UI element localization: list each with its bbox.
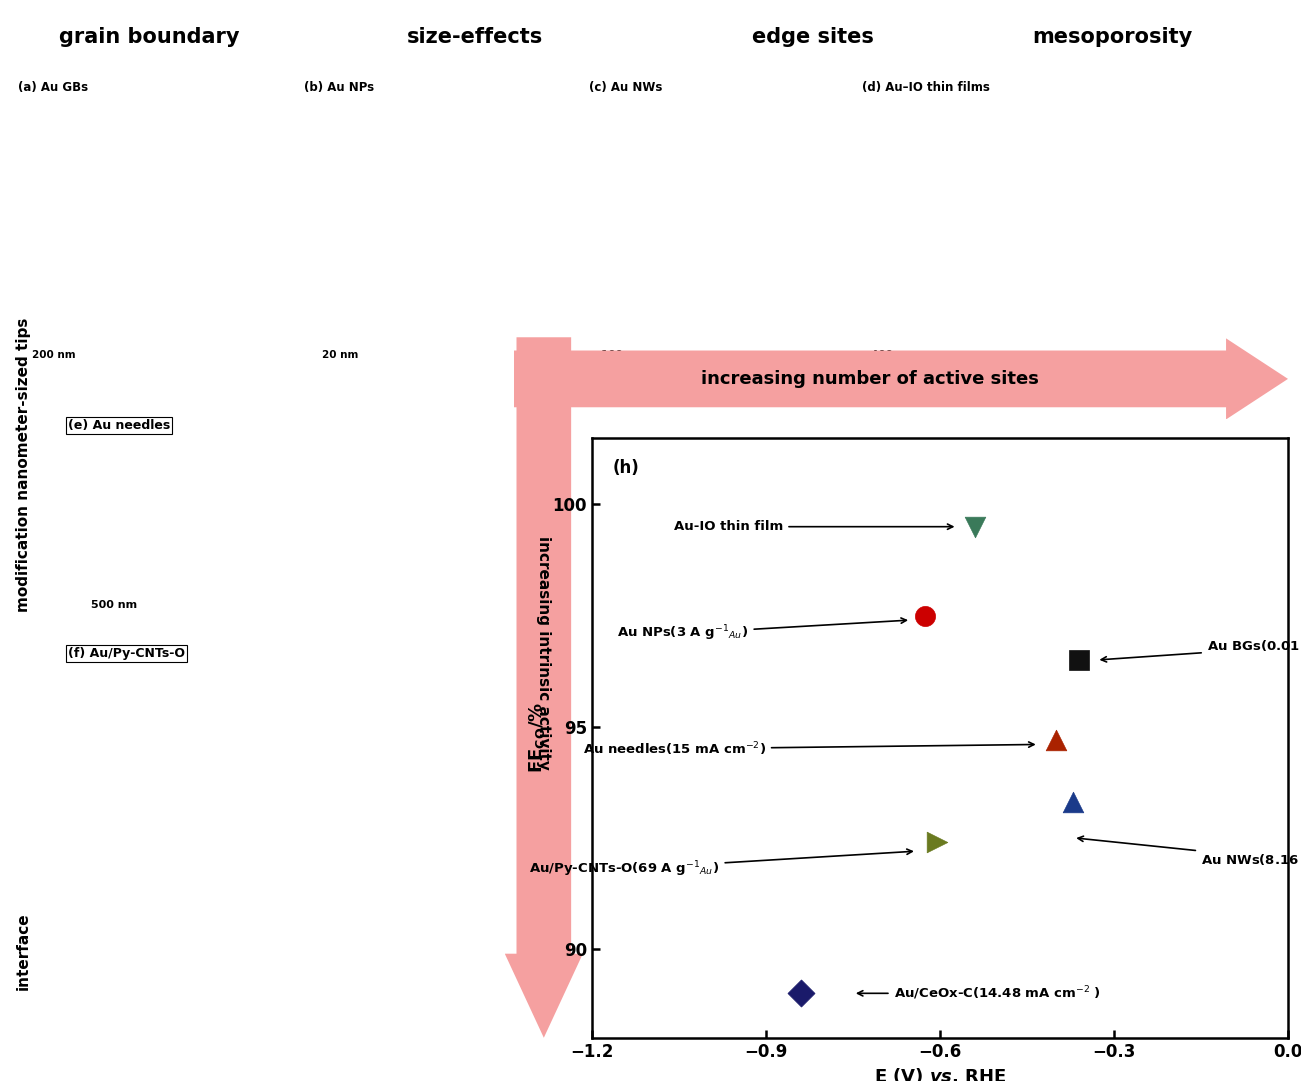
Text: Au/CeOx-C(14.48 mA cm$^{-2}$ ): Au/CeOx-C(14.48 mA cm$^{-2}$ ) [857, 985, 1101, 1002]
Bar [592, 347, 657, 364]
Text: (g) Au/CeOₓ-C: (g) Au/CeOₓ-C [68, 839, 164, 852]
Text: (c) Au NWs: (c) Au NWs [589, 81, 662, 94]
Text: Au NWs(8.16 mA cm$^{-2}$): Au NWs(8.16 mA cm$^{-2}$) [1079, 837, 1301, 869]
Text: size-effects: size-effects [407, 27, 543, 48]
Text: modification nanometer-sized tips: modification nanometer-sized tips [16, 318, 31, 612]
Text: (a) Au GBs: (a) Au GBs [18, 81, 88, 94]
Text: mesoporosity: mesoporosity [1032, 27, 1193, 48]
Text: Au BGs(0.01 mA cm$^{-2}$): Au BGs(0.01 mA cm$^{-2}$) [1101, 638, 1301, 662]
Point [1063, 793, 1084, 811]
Text: (d) Au–IO thin films: (d) Au–IO thin films [861, 81, 990, 94]
Text: (f) Au/Py-CNTs-O: (f) Au/Py-CNTs-O [68, 648, 185, 660]
Point [915, 606, 935, 624]
Polygon shape [505, 337, 583, 1038]
Text: Au needles(15 mA cm$^{-2}$): Au needles(15 mA cm$^{-2}$) [583, 740, 1034, 758]
Point [964, 518, 985, 535]
Bar [21, 347, 91, 364]
Bar [864, 347, 925, 364]
Text: 400 nm: 400 nm [872, 350, 915, 360]
Text: (b) Au NPs: (b) Au NPs [304, 81, 375, 94]
Text: 200 nm: 200 nm [33, 350, 75, 360]
Bar [307, 347, 377, 364]
Point [790, 985, 812, 1002]
Text: interface: interface [16, 912, 31, 990]
Point [1046, 732, 1067, 749]
Text: 20 nm: 20 nm [323, 350, 359, 360]
Polygon shape [514, 338, 1288, 419]
Text: Au/Py-CNTs-O(69 A g$^{-1}$$_{Au}$): Au/Py-CNTs-O(69 A g$^{-1}$$_{Au}$) [530, 849, 912, 879]
Text: grain boundary: grain boundary [60, 27, 239, 48]
Bar [73, 601, 156, 612]
Point [1069, 652, 1090, 669]
Text: 500 nm: 500 nm [91, 600, 137, 610]
Text: (h): (h) [613, 458, 640, 477]
Text: (e) Au needles: (e) Au needles [68, 418, 170, 431]
Text: edge sites: edge sites [752, 27, 874, 48]
Text: 100 nm: 100 nm [601, 350, 645, 360]
Text: increasing intrinsic activity: increasing intrinsic activity [536, 535, 552, 770]
Y-axis label: FE$_{\mathregular{CO}}$/%: FE$_{\mathregular{CO}}$/% [527, 703, 546, 773]
Text: 5 nm: 5 nm [68, 1011, 99, 1020]
Text: Au-IO thin film: Au-IO thin film [674, 520, 952, 533]
Point [926, 833, 947, 851]
Text: increasing number of active sites: increasing number of active sites [701, 370, 1039, 388]
Text: Au NPs(3 A g$^{-1}$$_{Au}$): Au NPs(3 A g$^{-1}$$_{Au}$) [618, 618, 907, 643]
X-axis label: E (V) $\bfit{vs}$. RHE: E (V) $\bfit{vs}$. RHE [874, 1066, 1006, 1081]
